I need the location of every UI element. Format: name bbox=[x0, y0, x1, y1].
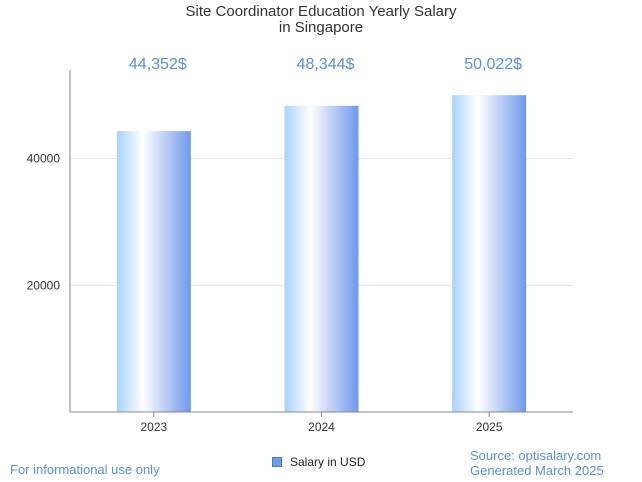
source-block: Source: optisalary.com Generated March 2… bbox=[470, 448, 604, 478]
y-tick-label: 20000 bbox=[27, 278, 61, 292]
chart-title-line-2: in Singapore bbox=[278, 19, 364, 36]
x-tick-label: 2024 bbox=[308, 420, 335, 434]
chart-title-line-1: Site Coordinator Education Yearly Salary bbox=[185, 3, 457, 20]
bar-2023 bbox=[116, 131, 191, 412]
x-tick-label: 2023 bbox=[140, 420, 167, 434]
labels: 20000 40000 2023 44,352$ 2024 48,344$ 2025 50,0… bbox=[27, 56, 523, 434]
bars bbox=[116, 95, 527, 412]
source-text: Source: optisalary.com bbox=[470, 448, 602, 463]
bar-2025 bbox=[452, 95, 527, 412]
data-label: 48,344$ bbox=[297, 56, 355, 73]
data-label: 50,022$ bbox=[464, 56, 522, 73]
y-tick-label: 40000 bbox=[27, 152, 61, 166]
axes bbox=[69, 70, 573, 417]
data-label: 44,352$ bbox=[129, 56, 187, 73]
legend-swatch bbox=[272, 457, 282, 467]
legend-label: Salary in USD bbox=[290, 455, 366, 469]
x-tick-label: 2025 bbox=[476, 420, 503, 434]
disclaimer-text: For informational use only bbox=[10, 462, 160, 477]
bar-2024 bbox=[284, 105, 359, 412]
generated-text: Generated March 2025 bbox=[470, 463, 604, 478]
legend: Salary in USD bbox=[272, 454, 365, 470]
chart-title: Site Coordinator Education Yearly Salary… bbox=[0, 4, 642, 36]
